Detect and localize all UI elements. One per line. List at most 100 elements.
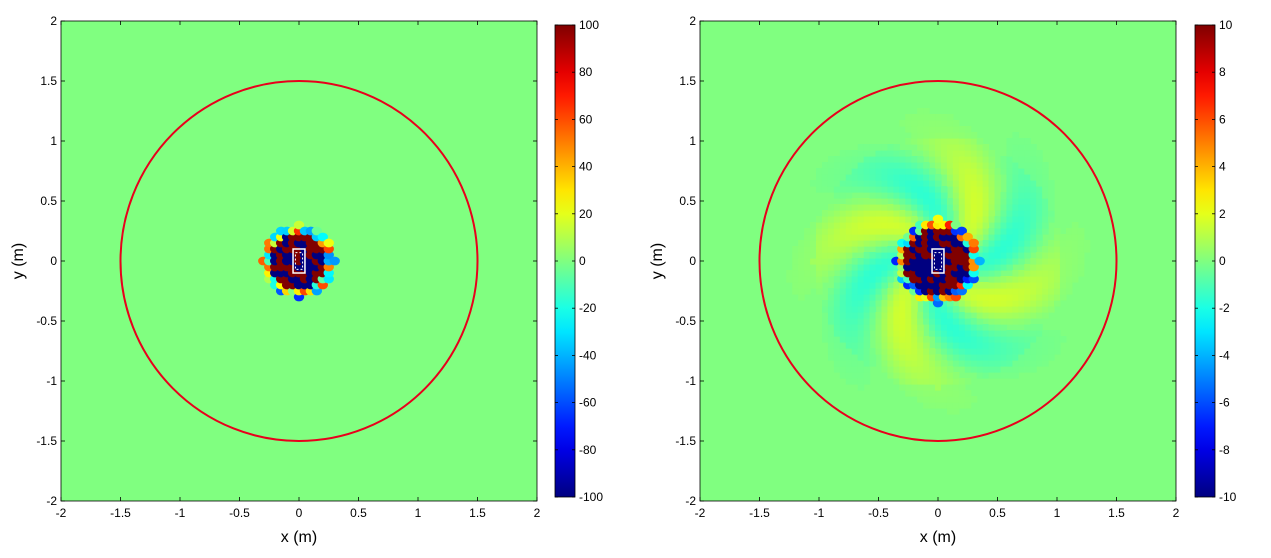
field-cell [839, 150, 847, 157]
field-cell [929, 372, 936, 379]
field-cell [964, 132, 972, 139]
field-cell [940, 132, 948, 139]
field-cell [839, 276, 847, 283]
field-cell [935, 378, 942, 385]
field-cell [982, 342, 990, 349]
field-cell [935, 330, 942, 337]
field-cell [875, 288, 883, 295]
field-cell [821, 174, 829, 181]
field-cell [905, 150, 912, 157]
field-cell [881, 168, 889, 175]
field-cell [1024, 192, 1031, 199]
field-cell [994, 336, 1002, 343]
field-cell [881, 282, 889, 289]
field-cell [988, 198, 996, 205]
field-cell [1006, 198, 1013, 205]
field-cell [839, 258, 847, 265]
field-cell [964, 204, 972, 211]
field-cell [833, 324, 841, 331]
field-cell [970, 306, 978, 313]
field-cell [946, 396, 954, 403]
field-cell [827, 234, 835, 241]
field-cell [1018, 150, 1025, 157]
field-cell [940, 168, 948, 175]
field-cell [810, 228, 817, 235]
field-cell [976, 294, 984, 301]
field-cell [994, 324, 1002, 331]
field-cell [905, 294, 912, 301]
field-cell [911, 120, 918, 127]
field-cell [833, 258, 841, 265]
field-cell [988, 300, 996, 307]
field-cell [1042, 180, 1049, 187]
field-cell [792, 252, 799, 259]
field-cell [935, 354, 942, 361]
field-cell [863, 378, 871, 385]
field-cell [875, 330, 883, 337]
field-cell [857, 264, 865, 271]
field-cell [964, 186, 972, 193]
field-cell [952, 408, 960, 415]
field-cell [839, 240, 847, 247]
field-cell [881, 300, 889, 307]
field-cell [1036, 360, 1043, 367]
field-cell [988, 264, 996, 271]
field-cell [952, 402, 960, 409]
field-cell [869, 192, 877, 199]
field-cell [946, 384, 954, 391]
field-cell [869, 150, 877, 157]
field-cell [875, 324, 883, 331]
field-cell [1018, 252, 1025, 259]
field-cell [1054, 294, 1061, 301]
field-cell [816, 222, 823, 229]
field-cell [881, 336, 889, 343]
field-cell [970, 132, 978, 139]
field-cell [905, 306, 912, 313]
field-cell [851, 198, 859, 205]
field-cell [952, 168, 960, 175]
field-cell [964, 312, 972, 319]
field-cell [982, 372, 990, 379]
field-cell [940, 336, 948, 343]
field-cell [887, 372, 894, 379]
field-cell [958, 168, 966, 175]
field-cell [1048, 186, 1055, 193]
field-cell [833, 330, 841, 337]
field-cell [958, 300, 966, 307]
field-cell [946, 348, 954, 355]
field-cell [1030, 144, 1037, 151]
core-cell [974, 256, 985, 266]
field-cell [804, 246, 811, 253]
field-cell [923, 396, 930, 403]
field-cell [952, 306, 960, 313]
field-cell [845, 318, 853, 325]
field-cell [1077, 240, 1085, 247]
field-cell [911, 132, 918, 139]
field-cell [923, 120, 930, 127]
field-cell [839, 294, 847, 301]
field-cell [976, 180, 984, 187]
field-cell [911, 162, 918, 169]
field-cell [1048, 288, 1055, 295]
field-cell [839, 318, 847, 325]
field-cell [923, 144, 930, 151]
field-cell [1042, 282, 1049, 289]
field-cell [833, 228, 841, 235]
field-cell [935, 132, 942, 139]
field-cell [929, 330, 936, 337]
field-cell [1006, 306, 1013, 313]
field-cell [923, 126, 930, 133]
field-cell [1042, 264, 1049, 271]
field-cell [911, 222, 918, 229]
field-cell [970, 294, 978, 301]
field-cell [1000, 252, 1008, 259]
field-cell [929, 114, 936, 121]
field-cell [1006, 258, 1013, 265]
field-cell [1054, 228, 1061, 235]
field-cell [857, 312, 865, 319]
field-cell [816, 168, 823, 175]
field-cell [1006, 348, 1013, 355]
x-tick-label: 0 [296, 506, 303, 520]
field-cell [982, 174, 990, 181]
field-cell [958, 378, 966, 385]
